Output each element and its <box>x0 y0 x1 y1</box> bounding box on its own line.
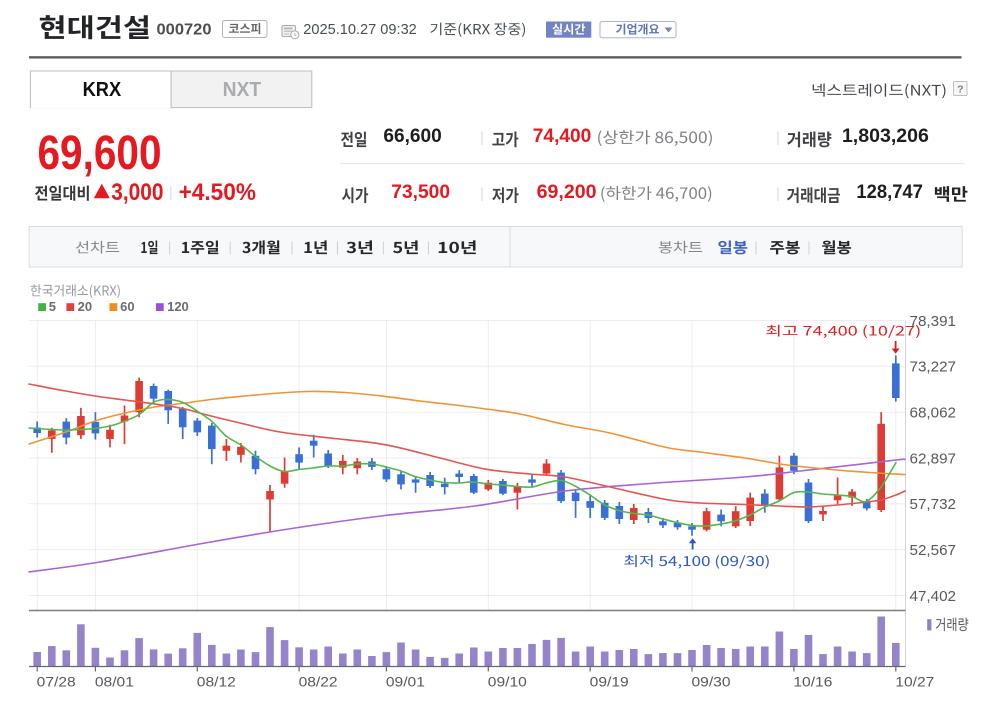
svg-text:08/22: 08/22 <box>299 674 338 690</box>
svg-text:08/01: 08/01 <box>95 674 134 690</box>
svg-text:78,391: 78,391 <box>910 314 957 330</box>
svg-text:10/27: 10/27 <box>895 674 934 690</box>
svg-text:08/12: 08/12 <box>197 674 236 690</box>
svg-text:47,402: 47,402 <box>910 589 957 605</box>
svg-text:NXT: NXT <box>223 78 262 101</box>
svg-text:60: 60 <box>120 299 134 314</box>
svg-text:1,803,206: 1,803,206 <box>842 126 929 147</box>
svg-text:57,732: 57,732 <box>910 497 957 513</box>
svg-text:09/30: 09/30 <box>692 674 731 690</box>
svg-text:000720: 000720 <box>157 21 212 38</box>
svg-text:+4.50%: +4.50% <box>179 179 256 206</box>
svg-text:KRX: KRX <box>83 78 122 101</box>
svg-text:52,567: 52,567 <box>910 543 957 559</box>
svg-text:69,200: 69,200 <box>537 182 597 203</box>
svg-text:07/28: 07/28 <box>37 674 76 690</box>
svg-text:5: 5 <box>49 299 56 314</box>
svg-text:128,747: 128,747 <box>856 182 923 203</box>
svg-text:2025.10.27 09:32: 2025.10.27 09:32 <box>303 21 417 38</box>
svg-text:09/19: 09/19 <box>590 674 629 690</box>
svg-text:66,600: 66,600 <box>383 126 441 147</box>
svg-text:20: 20 <box>78 299 92 314</box>
svg-text:09/01: 09/01 <box>386 674 425 690</box>
svg-text:74,400: 74,400 <box>533 126 592 147</box>
svg-text:120: 120 <box>167 299 189 314</box>
svg-text:73,500: 73,500 <box>391 182 450 203</box>
svg-text:62,897: 62,897 <box>910 451 957 467</box>
svg-text:68,062: 68,062 <box>910 406 957 422</box>
svg-text:09/10: 09/10 <box>488 674 527 690</box>
svg-text:73,227: 73,227 <box>910 360 957 376</box>
svg-text:69,600: 69,600 <box>38 127 162 180</box>
svg-text:3,000: 3,000 <box>111 179 163 206</box>
svg-text:?: ? <box>957 84 963 96</box>
svg-text:10/16: 10/16 <box>793 674 832 690</box>
